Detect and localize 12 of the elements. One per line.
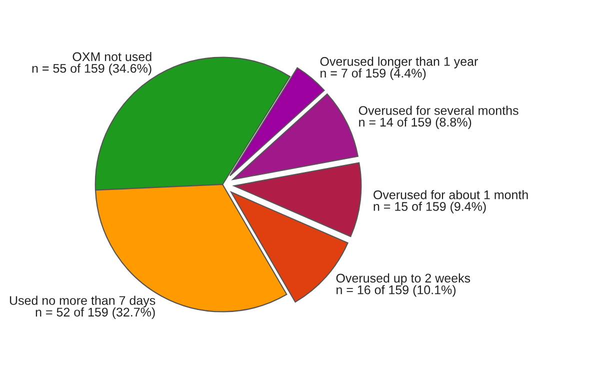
data-label: n = 55 of 159 (34.6%) bbox=[32, 64, 152, 76]
slice-label: Overused for several months bbox=[358, 106, 518, 115]
data-label: n = 15 of 159 (9.4%) bbox=[374, 202, 486, 214]
data-label: n = 14 of 159 (8.8%) bbox=[359, 117, 472, 130]
data-label: n = 52 of 159 (32.7%) bbox=[36, 307, 155, 320]
slice-label: Overused up to 2 weeks bbox=[336, 273, 470, 286]
data-label: n = 7 of 159 (4.4%) bbox=[320, 68, 426, 80]
slice-label: Overused longer than 1 year bbox=[320, 56, 478, 68]
slice-label: OXM not used bbox=[72, 52, 152, 62]
slice-label: Overused for about 1 month bbox=[374, 190, 528, 200]
data-label: n = 16 of 159 (10.1%) bbox=[336, 285, 456, 297]
slice-label: Used no more than 7 days bbox=[10, 296, 156, 308]
